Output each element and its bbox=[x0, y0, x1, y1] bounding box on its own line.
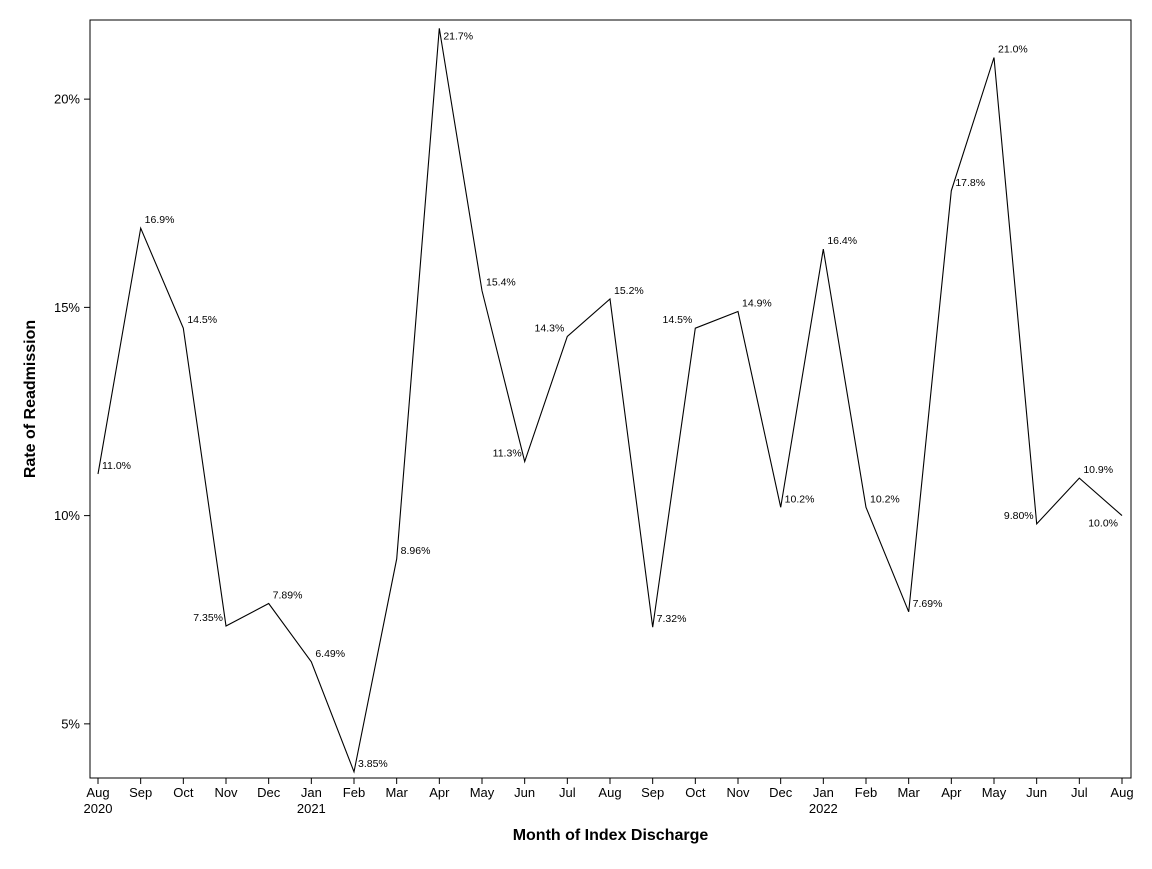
data-label: 14.9% bbox=[742, 298, 772, 310]
x-tick-label: Jun bbox=[1026, 785, 1047, 800]
x-axis-title: Month of Index Discharge bbox=[513, 827, 709, 844]
y-tick-label: 15% bbox=[54, 300, 80, 315]
x-tick-label: Nov bbox=[726, 785, 750, 800]
series-line bbox=[98, 28, 1122, 772]
data-label: 21.0% bbox=[998, 43, 1028, 55]
x-tick-label: Aug bbox=[1110, 785, 1133, 800]
data-labels: 11.0% 16.9% 14.5% 7.35% 7.89% 6.49% 3.85% 8.96%… bbox=[102, 30, 1118, 769]
x-tick-label: Jul bbox=[559, 785, 576, 800]
x-tick-label: Mar bbox=[897, 785, 920, 800]
data-label: 9.80% bbox=[1004, 510, 1034, 522]
data-label: 11.0% bbox=[102, 460, 131, 472]
data-label: 7.32% bbox=[657, 613, 687, 625]
x-tick-label: Mar bbox=[385, 785, 408, 800]
data-label: 11.3% bbox=[493, 447, 522, 459]
data-label: 3.85% bbox=[358, 758, 388, 770]
data-label: 21.7% bbox=[443, 30, 473, 42]
x-tick-label: Jul bbox=[1071, 785, 1088, 800]
plot-frame bbox=[90, 20, 1131, 778]
y-tick-label: 10% bbox=[54, 508, 80, 523]
data-label: 10.2% bbox=[870, 493, 900, 505]
x-tick-label: May bbox=[470, 785, 495, 800]
data-label: 14.3% bbox=[535, 323, 565, 335]
data-label: 10.9% bbox=[1083, 464, 1113, 476]
x-tick-label: Dec bbox=[769, 785, 793, 800]
data-label: 14.5% bbox=[187, 314, 217, 326]
x-tick-year-label: 2021 bbox=[297, 801, 326, 816]
x-tick-label: Dec bbox=[257, 785, 281, 800]
x-tick-label: Feb bbox=[343, 785, 365, 800]
y-axis: 5% 10% 15% 20% bbox=[54, 92, 90, 732]
data-label: 7.69% bbox=[913, 598, 943, 610]
data-label: 8.96% bbox=[401, 545, 431, 557]
x-tick-label: Aug bbox=[86, 785, 109, 800]
data-label: 17.8% bbox=[955, 177, 985, 189]
x-tick-label: Jun bbox=[514, 785, 535, 800]
y-axis-title: Rate of Readmission bbox=[22, 320, 39, 478]
data-label: 6.49% bbox=[315, 648, 345, 660]
x-tick-label: Jan bbox=[813, 785, 834, 800]
x-tick-label: Apr bbox=[941, 785, 962, 800]
x-tick-label: Oct bbox=[685, 785, 706, 800]
x-tick-label: Oct bbox=[173, 785, 194, 800]
x-tick-label: Feb bbox=[855, 785, 877, 800]
x-tick-label: Sep bbox=[641, 785, 664, 800]
x-tick-label: Apr bbox=[429, 785, 450, 800]
x-tick-label: Nov bbox=[214, 785, 238, 800]
data-label: 7.35% bbox=[193, 612, 223, 624]
y-tick-label: 20% bbox=[54, 92, 80, 107]
data-label: 15.4% bbox=[486, 277, 516, 289]
x-tick-label: May bbox=[982, 785, 1007, 800]
x-tick-year-label: 2020 bbox=[84, 801, 113, 816]
data-label: 16.9% bbox=[145, 214, 175, 226]
data-label: 10.0% bbox=[1088, 518, 1118, 530]
data-label: 16.4% bbox=[827, 235, 857, 247]
x-tick-label: Sep bbox=[129, 785, 152, 800]
x-tick-year-label: 2022 bbox=[809, 801, 838, 816]
data-label: 14.5% bbox=[663, 314, 693, 326]
data-label: 10.2% bbox=[785, 493, 815, 505]
x-tick-label: Aug bbox=[598, 785, 621, 800]
y-tick-label: 5% bbox=[61, 716, 80, 731]
series-layer bbox=[98, 28, 1122, 772]
data-label: 15.2% bbox=[614, 285, 644, 297]
data-label: 7.89% bbox=[273, 589, 303, 601]
x-tick-label: Jan bbox=[301, 785, 322, 800]
